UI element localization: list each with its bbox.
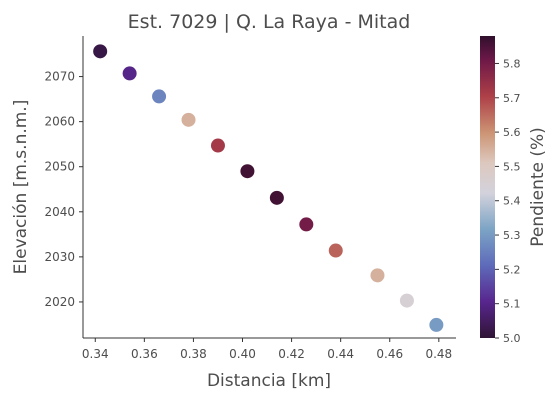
colorbar-label: Pendiente (%) (528, 127, 548, 247)
colorbar-tick-label: 5.3 (503, 229, 521, 242)
y-tick-label: 2030 (44, 250, 75, 264)
x-tick-label: 0.48 (425, 347, 452, 361)
x-tick-label: 0.40 (229, 347, 256, 361)
data-point (240, 164, 255, 179)
y-axis-label: Elevación [m.s.n.m.] (11, 100, 31, 275)
colorbar-gradient (480, 36, 495, 338)
data-point (93, 44, 108, 59)
colorbar-tick-label: 5.4 (503, 195, 521, 208)
y-tick-label: 2050 (44, 160, 75, 174)
x-tick-label: 0.42 (278, 347, 305, 361)
data-point (399, 293, 414, 308)
x-axis-label: Distancia [km] (207, 371, 331, 391)
data-point (122, 66, 137, 81)
data-point (370, 268, 385, 283)
colorbar-tick-label: 5.6 (503, 126, 521, 139)
colorbar-tick-label: 5.2 (503, 263, 521, 276)
colorbar-tick-label: 5.7 (503, 92, 521, 105)
x-ticks: 0.34 0.36 0.38 0.40 0.42 0.44 0.46 0.48 (82, 338, 452, 361)
x-tick-label: 0.36 (131, 347, 158, 361)
y-tick-label: 2020 (44, 295, 75, 309)
data-points (93, 44, 444, 332)
x-tick-label: 0.44 (327, 347, 354, 361)
colorbar-tick-label: 5.5 (503, 160, 521, 173)
chart-title: Est. 7029 | Q. La Raya - Mitad (128, 11, 411, 33)
y-tick-label: 2040 (44, 205, 75, 219)
data-point (328, 243, 343, 258)
colorbar-tick-label: 5.0 (503, 332, 521, 345)
data-point (429, 317, 444, 332)
data-point (181, 112, 196, 127)
plot-area: 0.34 0.36 0.38 0.40 0.42 0.44 0.46 0.48 2020 203… (44, 36, 456, 361)
colorbar-tick-label: 5.1 (503, 298, 521, 311)
x-tick-label: 0.46 (376, 347, 403, 361)
y-ticks: 2020 2030 2040 2050 2060 2070 (44, 70, 83, 309)
x-tick-label: 0.34 (82, 347, 109, 361)
data-point (152, 89, 167, 104)
y-tick-label: 2070 (44, 70, 75, 84)
colorbar: 5.0 5.1 5.2 5.3 5.4 5.5 5.6 5.7 5.8 (480, 36, 521, 345)
data-point (269, 190, 284, 205)
colorbar-ticks: 5.0 5.1 5.2 5.3 5.4 5.5 5.6 5.7 5.8 (495, 57, 521, 345)
y-tick-label: 2060 (44, 115, 75, 129)
colorbar-tick-label: 5.8 (503, 57, 521, 70)
data-point (299, 217, 314, 232)
x-tick-label: 0.38 (180, 347, 207, 361)
data-point (210, 138, 225, 153)
